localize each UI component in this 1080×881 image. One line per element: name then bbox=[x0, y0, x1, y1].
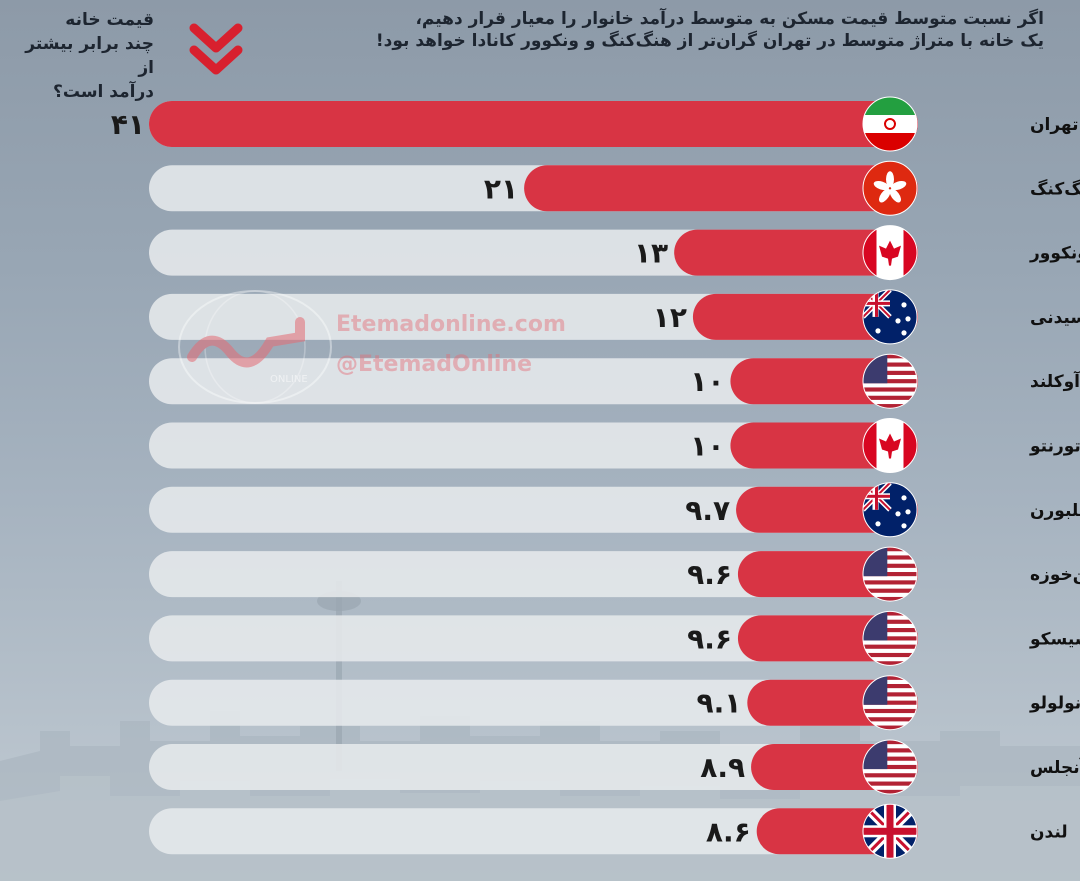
data-label: ۸.۹ bbox=[700, 751, 745, 784]
category-label: تورنتو bbox=[1029, 437, 1080, 457]
bar-track bbox=[149, 615, 918, 662]
bar bbox=[524, 165, 918, 212]
usa-flag-icon bbox=[862, 610, 918, 666]
watermark-site: Etemadonline.com bbox=[336, 312, 566, 337]
data-label: ۱۰ bbox=[690, 430, 724, 463]
bar-row: ۱۳ ونکوور bbox=[149, 225, 1080, 281]
category-label: لندن bbox=[1030, 822, 1068, 842]
data-label: ۹.۷ bbox=[685, 494, 730, 527]
data-label: ۱۲ bbox=[653, 301, 687, 334]
bar-row: ۸.۶ لندن bbox=[149, 803, 1068, 859]
corner-line-1: قیمت خانه bbox=[65, 10, 154, 30]
usa-flag-icon bbox=[862, 546, 918, 602]
bar-row: ۱۲ سیدنی bbox=[149, 289, 1080, 345]
corner-line-3: درآمد است؟ bbox=[52, 82, 154, 102]
usa-flag-icon bbox=[862, 739, 918, 795]
bar-track bbox=[149, 744, 918, 790]
category-label: ملبورن bbox=[1030, 501, 1080, 521]
corner-question: قیمت خانه چند برابر بیشتر از درآمد است؟ bbox=[4, 8, 154, 104]
category-label: سان‌فرانسیسکو bbox=[1029, 629, 1080, 649]
data-label: ۱۳ bbox=[634, 237, 668, 270]
corner-caption: قیمت خانه چند برابر بیشتر از درآمد است؟ bbox=[10, 8, 250, 102]
bar bbox=[692, 293, 918, 340]
watermark-handle: @EtemadOnline bbox=[336, 352, 533, 377]
title-line-2: یک خانه با متراژ متوسط در تهران گران‌تر … bbox=[375, 31, 1044, 51]
bar bbox=[674, 229, 918, 276]
uk-flag-icon bbox=[862, 803, 918, 859]
data-label: ۲۱ bbox=[484, 172, 518, 205]
bar-row: ۴۱ تهران bbox=[111, 96, 1079, 152]
category-label: ونکوور bbox=[1029, 244, 1080, 264]
bar-row: ۲۱ هنگ‌کنگ bbox=[149, 160, 1080, 216]
bar-row: ۹.۷ ملبورن bbox=[149, 482, 1080, 538]
hong-kong-flag-icon bbox=[862, 160, 918, 216]
data-label: ۸.۶ bbox=[706, 815, 751, 848]
australia-flag-icon bbox=[862, 482, 918, 538]
bar-row: ۹.۱ هونولولو bbox=[149, 675, 1080, 731]
data-label: ۹.۶ bbox=[687, 558, 732, 591]
canada-flag-icon bbox=[862, 418, 918, 473]
logo-subtext: ONLINE bbox=[270, 374, 308, 385]
etemad-logo-icon: ONLINE bbox=[178, 290, 332, 404]
data-label: ۹.۶ bbox=[687, 622, 732, 655]
bar-row: ۱۰ آوکلند bbox=[149, 353, 1080, 409]
bar-track bbox=[149, 486, 918, 533]
bar-row: ۱۰ تورنتو bbox=[149, 418, 1080, 473]
category-label: لس‌آنجلس bbox=[1030, 756, 1080, 778]
category-label: سن‌خوزه bbox=[1030, 565, 1080, 585]
bar-row: ۹.۶ سان‌فرانسیسکو bbox=[149, 610, 1080, 666]
data-label: ۹.۱ bbox=[696, 687, 741, 720]
category-label: سیدنی bbox=[1030, 308, 1080, 328]
category-label: هونولولو bbox=[1029, 694, 1080, 714]
canada-flag-icon bbox=[862, 225, 918, 281]
data-label: ۱۰ bbox=[690, 365, 724, 398]
usa-flag-icon bbox=[862, 353, 918, 409]
bar-track bbox=[149, 808, 918, 855]
bar-track bbox=[149, 422, 918, 469]
bar-track bbox=[149, 679, 918, 726]
bar-track bbox=[149, 551, 918, 598]
watermark: ONLINE Etemadonline.com @EtemadOnline bbox=[170, 282, 590, 412]
bar bbox=[149, 101, 918, 147]
australia-flag-icon bbox=[862, 289, 918, 345]
category-label: تهران bbox=[1030, 115, 1079, 135]
bar-track bbox=[149, 358, 918, 405]
chart-title: اگر نسبت متوسط قیمت مسکن به متوسط درآمد … bbox=[344, 8, 1044, 52]
iran-flag-icon bbox=[862, 96, 918, 152]
corner-line-2: چند برابر بیشتر از bbox=[25, 34, 154, 78]
category-label: هنگ‌کنگ bbox=[1030, 178, 1080, 199]
title-line-1: اگر نسبت متوسط قیمت مسکن به متوسط درآمد … bbox=[415, 9, 1044, 29]
double-chevron-down-icon bbox=[189, 23, 243, 75]
bar-row: ۹.۶ سن‌خوزه bbox=[149, 546, 1080, 602]
category-label: آوکلند bbox=[1030, 370, 1080, 392]
bar-row: ۸.۹ لس‌آنجلس bbox=[149, 739, 1080, 795]
data-label: ۴۱ bbox=[111, 108, 145, 141]
usa-flag-icon bbox=[862, 675, 918, 731]
